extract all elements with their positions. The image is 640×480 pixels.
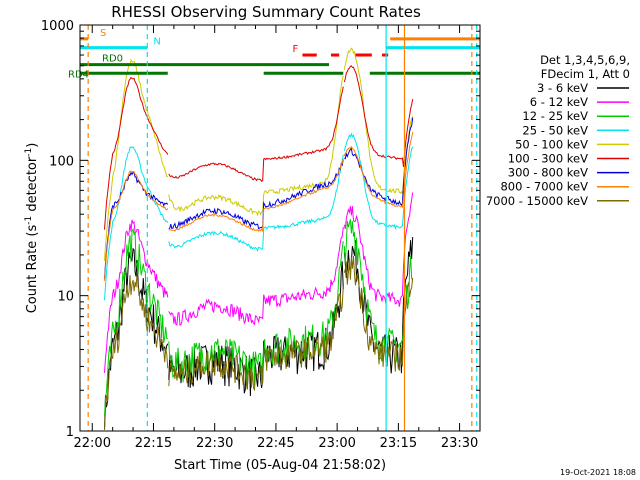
series-line-6-12-kev: [104, 192, 414, 373]
legend-label-0: 3 - 6 keV: [537, 81, 588, 95]
footer-date: 19-Oct-2021 18:08: [560, 468, 636, 477]
plot-frame: [79, 24, 481, 432]
flag-label-n: N: [153, 37, 160, 48]
legend-header-1: Det 1,3,4,5,6,9,: [540, 53, 630, 67]
flag-label-s: S: [100, 28, 106, 39]
legend-header-2: FDecim 1, Att 0: [541, 67, 630, 81]
series-line-300-800-kev: [104, 117, 414, 280]
y-tick-label-3: 1000: [41, 19, 74, 34]
legend-label-8: 7000 - 15000 keV: [486, 194, 588, 208]
legend-label-7: 800 - 7000 keV: [500, 180, 588, 194]
x-axis-label: Start Time (05-Aug-04 21:58:02): [174, 458, 386, 473]
plot-area: S N F RD0 RD4: [68, 24, 481, 432]
flag-label-f: F: [292, 44, 298, 55]
x-tick-label-0: 22:00: [74, 436, 111, 451]
x-tick-label-6: 23:30: [441, 436, 478, 451]
x-tick-label-4: 23:00: [318, 436, 355, 451]
chart-title: RHESSI Observing Summary Count Rates: [111, 3, 421, 21]
y-tick-label-1: 10: [57, 290, 74, 305]
series-line-50-100-kev: [104, 47, 414, 261]
series-line-7000-15000-kev: [104, 256, 414, 430]
legend-label-3: 25 - 50 keV: [522, 123, 588, 137]
flag-label-rd0: RD0: [102, 54, 123, 65]
series-line-3-6-kev: [104, 236, 414, 430]
series-line-25-50-kev: [104, 132, 414, 301]
x-tick-label-3: 22:45: [257, 436, 294, 451]
series-line-12-25-kev: [104, 219, 414, 417]
x-tick-label-2: 22:30: [196, 436, 233, 451]
vertical-markers: [87, 25, 478, 431]
legend-label-5: 100 - 300 keV: [508, 152, 588, 166]
series-line-100-300-kev: [104, 65, 414, 230]
flag-label-rd4: RD4: [68, 69, 89, 80]
legend: Det 1,3,4,5,6,9, FDecim 1, Att 0 3 - 6 k…: [486, 53, 630, 208]
series-layer: [104, 47, 414, 430]
legend-label-4: 50 - 100 keV: [515, 137, 588, 151]
x-axis: 22:00 22:15 22:30 22:45 23:00 23:15 23:30: [74, 25, 481, 451]
legend-label-6: 300 - 800 keV: [508, 166, 588, 180]
series-line-800-7000-kev: [104, 131, 414, 281]
y-axis-label: Count Rate (s-1 detector-1): [24, 143, 40, 314]
legend-label-2: 12 - 25 keV: [522, 109, 588, 123]
flag-layer: S N F RD0 RD4: [68, 28, 480, 80]
legend-label-1: 6 - 12 keV: [530, 95, 588, 109]
y-axis: 1 10 100 1000: [41, 19, 480, 440]
x-tick-label-5: 23:15: [380, 436, 417, 451]
y-tick-label-0: 1: [66, 425, 74, 440]
x-tick-label-1: 22:15: [135, 436, 172, 451]
y-tick-label-2: 100: [49, 154, 74, 169]
